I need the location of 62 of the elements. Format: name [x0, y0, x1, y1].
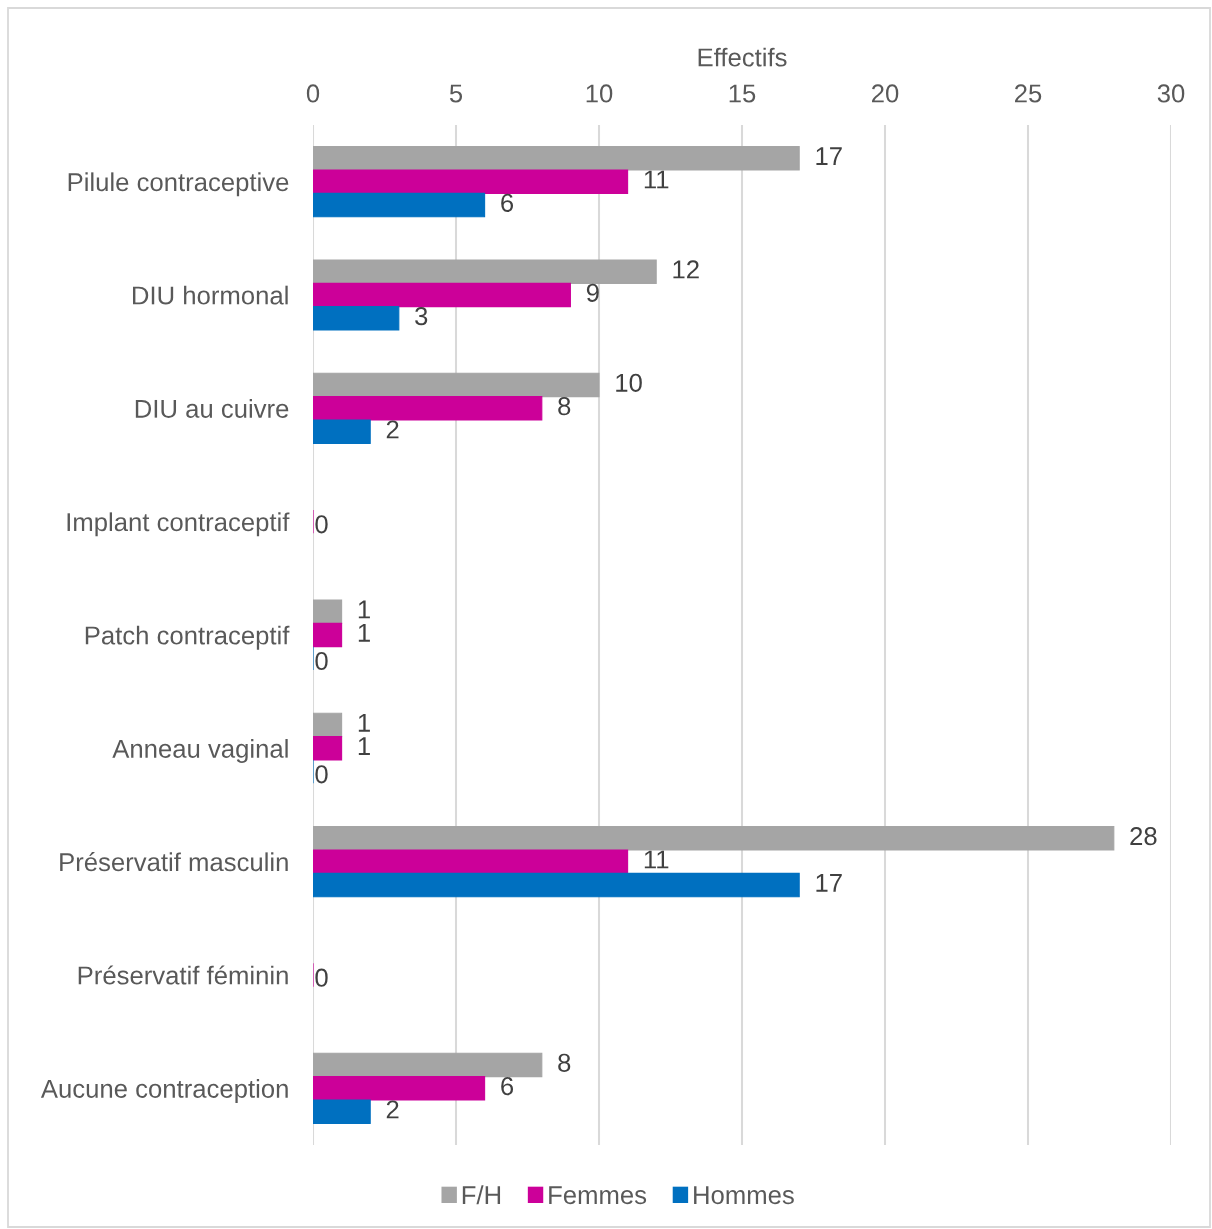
data-label: 0 — [315, 651, 328, 671]
y-tick-label: Aucune contraception — [40, 1079, 288, 1103]
data-label: 1 — [358, 737, 370, 755]
bar — [313, 736, 343, 761]
data-label: 28 — [1130, 827, 1157, 846]
data-label: 1 — [358, 600, 370, 619]
y-tick-label: DIU au cuivre — [135, 399, 289, 418]
x-tick-label: 5 — [449, 84, 463, 103]
data-label: 11 — [644, 170, 669, 189]
data-label: 1 — [358, 623, 370, 642]
x-tick-label: 10 — [586, 84, 613, 103]
y-tick-label: Patch contraceptif — [85, 625, 290, 650]
data-label: 17 — [816, 147, 842, 165]
bar — [313, 1052, 543, 1078]
bar — [313, 146, 800, 171]
x-tick-label: 15 — [729, 84, 756, 103]
data-label: 0 — [315, 968, 328, 987]
legend-label: F/H — [462, 1185, 501, 1205]
data-label: 6 — [501, 1077, 514, 1096]
data-label: 1 — [358, 713, 370, 732]
bar — [313, 622, 343, 648]
x-tick-label: 25 — [1015, 84, 1042, 103]
data-label: 3 — [415, 307, 428, 326]
x-tick-label: 20 — [872, 84, 899, 103]
data-label: 11 — [644, 850, 669, 869]
data-label: 8 — [558, 397, 571, 416]
y-tick-label: Pilule contraceptive — [68, 172, 289, 197]
y-tick-label: DIU hormonal — [133, 285, 288, 305]
bar — [313, 419, 371, 444]
bar — [313, 599, 343, 624]
bar — [313, 282, 571, 308]
data-label: 2 — [386, 1100, 399, 1119]
data-label: 6 — [501, 193, 514, 212]
x-tick-label: 0 — [306, 84, 320, 103]
bar — [313, 259, 657, 284]
data-label: 17 — [816, 873, 842, 892]
y-tick-label: Préservatif féminin — [78, 965, 288, 985]
x-axis-title: Effectifs — [698, 47, 787, 67]
bar — [313, 192, 486, 218]
bar — [313, 306, 400, 331]
bar — [313, 1099, 371, 1124]
data-label: 12 — [673, 260, 699, 279]
bar — [313, 826, 1115, 851]
y-tick-label: Préservatif masculin — [60, 852, 288, 872]
bar — [313, 372, 600, 398]
bar — [313, 396, 543, 421]
x-tick-label: 30 — [1157, 84, 1185, 103]
data-label: 0 — [315, 515, 328, 534]
bar — [313, 712, 343, 738]
legend-label: Femmes — [549, 1186, 647, 1205]
data-label: 10 — [616, 373, 642, 392]
data-label: 0 — [315, 765, 328, 784]
data-label: 8 — [558, 1053, 571, 1072]
bar — [313, 872, 800, 898]
bar — [313, 849, 629, 874]
bar — [313, 169, 629, 194]
data-label: 2 — [386, 420, 399, 439]
bar — [313, 1076, 486, 1101]
legend-label: Hommes — [694, 1186, 794, 1205]
y-tick-label: Implant contraceptif — [67, 512, 290, 537]
data-label: 9 — [586, 283, 599, 302]
y-tick-label: Anneau vaginal — [112, 739, 288, 763]
